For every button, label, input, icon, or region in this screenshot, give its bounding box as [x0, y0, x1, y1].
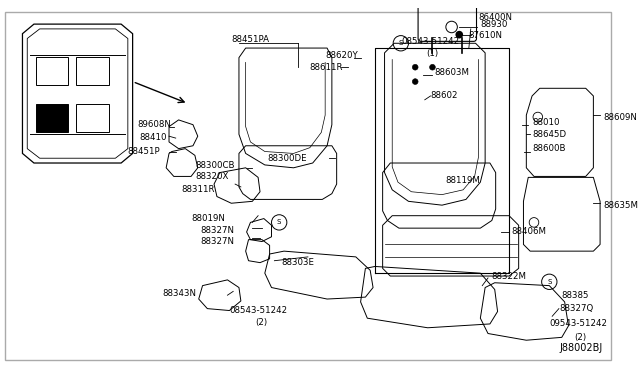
Circle shape [412, 64, 418, 70]
Text: 88602: 88602 [431, 92, 458, 100]
Text: 88603M: 88603M [435, 68, 469, 77]
Text: 88311R: 88311R [182, 185, 215, 194]
Text: 86400N: 86400N [479, 13, 513, 22]
Text: 88019N: 88019N [191, 214, 225, 223]
Text: 88620Y: 88620Y [325, 51, 358, 60]
Text: (2): (2) [255, 318, 268, 327]
Text: 89608N: 89608N [138, 120, 172, 129]
Text: 88010: 88010 [532, 118, 559, 127]
Bar [36, 104, 68, 132]
Text: 88930: 88930 [481, 20, 508, 29]
Text: 88343N: 88343N [163, 289, 196, 298]
Text: 88635M: 88635M [603, 201, 638, 210]
Text: 88119M: 88119M [446, 176, 481, 185]
Circle shape [456, 31, 463, 38]
Text: 88300CB: 88300CB [195, 161, 234, 170]
Text: S: S [277, 219, 282, 225]
Text: (1): (1) [427, 49, 439, 58]
Text: 88645D: 88645D [532, 130, 566, 139]
Text: 08543-51242: 08543-51242 [229, 306, 287, 315]
Bar [36, 57, 68, 86]
Text: 88611R: 88611R [310, 63, 343, 72]
Text: 88609N: 88609N [603, 113, 637, 122]
Text: 88410: 88410 [140, 133, 167, 142]
Text: 88451P: 88451P [128, 147, 161, 156]
Text: 09543-51242: 09543-51242 [549, 320, 607, 328]
Text: 88385: 88385 [562, 291, 589, 300]
Circle shape [429, 64, 435, 70]
Text: 88320X: 88320X [195, 172, 228, 181]
Text: 08543-51242: 08543-51242 [402, 37, 460, 46]
Text: J88002BJ: J88002BJ [560, 343, 603, 353]
Text: 87610N: 87610N [469, 31, 503, 40]
Text: 88322M: 88322M [492, 272, 527, 280]
Text: 88600B: 88600B [532, 144, 566, 153]
Text: 88327Q: 88327Q [560, 304, 594, 313]
Text: (2): (2) [574, 333, 586, 342]
Text: S: S [399, 40, 403, 46]
Text: 88300DE: 88300DE [268, 154, 307, 163]
Circle shape [412, 79, 418, 84]
Text: S: S [547, 279, 552, 285]
Text: 88451PA: 88451PA [231, 35, 269, 44]
Bar [76, 104, 109, 132]
Bar [76, 57, 109, 86]
Text: 88327N: 88327N [200, 225, 235, 235]
Text: 88303E: 88303E [281, 258, 314, 267]
Text: 88406M: 88406M [511, 228, 546, 237]
Text: 88327N: 88327N [200, 237, 235, 246]
